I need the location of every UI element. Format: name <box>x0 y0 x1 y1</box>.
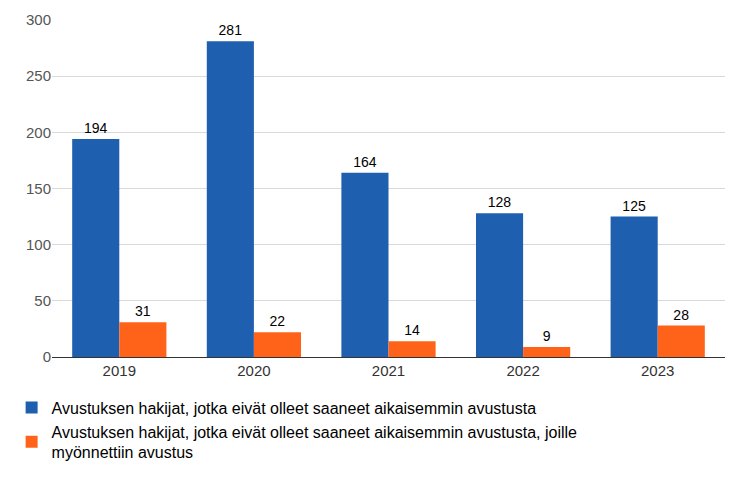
svg-text:150: 150 <box>26 180 51 197</box>
svg-text:2023: 2023 <box>641 362 674 379</box>
svg-text:281: 281 <box>219 22 243 38</box>
svg-text:2019: 2019 <box>103 362 136 379</box>
svg-text:100: 100 <box>26 236 51 253</box>
svg-text:128: 128 <box>488 194 512 210</box>
svg-text:9: 9 <box>543 328 551 344</box>
svg-text:2022: 2022 <box>506 362 539 379</box>
svg-text:194: 194 <box>84 120 108 136</box>
svg-text:2021: 2021 <box>372 362 405 379</box>
svg-text:300: 300 <box>26 11 51 28</box>
svg-text:200: 200 <box>26 124 51 141</box>
svg-text:Avustuksen hakijat, jotka eivä: Avustuksen hakijat, jotka eivät olleet s… <box>52 400 537 417</box>
svg-text:0: 0 <box>43 348 51 365</box>
svg-text:28: 28 <box>673 307 689 323</box>
svg-text:250: 250 <box>26 67 51 84</box>
svg-text:22: 22 <box>270 313 286 329</box>
svg-text:14: 14 <box>404 322 420 338</box>
svg-text:31: 31 <box>135 303 151 319</box>
svg-text:2020: 2020 <box>237 362 270 379</box>
svg-text:125: 125 <box>622 198 646 214</box>
svg-text:50: 50 <box>34 292 51 309</box>
svg-text:164: 164 <box>353 154 377 170</box>
svg-text:Avustuksen hakijat, jotka eivä: Avustuksen hakijat, jotka eivät olleet s… <box>52 424 577 462</box>
